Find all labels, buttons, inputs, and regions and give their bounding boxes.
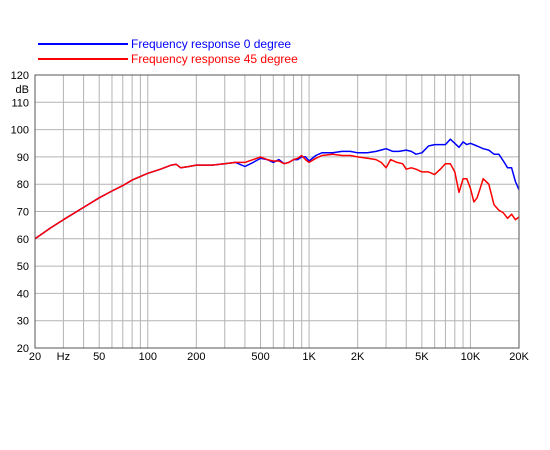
x-tick-labels: 20 Hz 50 100 200 500 1K 2K 5K 10K 20K: [29, 351, 530, 363]
x-tick-label: 2K: [351, 351, 365, 363]
plot-frame: [34, 74, 520, 349]
x-tick-label: 200: [187, 351, 205, 363]
y-axis-label-group: dB: [16, 84, 29, 96]
x-tick-label: 1K: [302, 351, 316, 363]
y-tick-label: 100: [11, 125, 29, 137]
x-tick-label: 500: [251, 351, 269, 363]
y-tick-label: 80: [17, 179, 29, 191]
y-tick-label: 20: [17, 343, 29, 355]
x-tick-label: 20K: [509, 351, 529, 363]
y-tick-label: 110: [11, 97, 29, 109]
x-tick-label: 100: [139, 351, 157, 363]
y-tick-label: 30: [17, 316, 29, 328]
y-tick-label: 120: [11, 70, 29, 82]
grid: [35, 75, 519, 348]
y-tick-labels: 20 30 40 50 60 70 80 90 100 110 120: [11, 70, 29, 355]
y-tick-label: 90: [17, 152, 29, 164]
x-tick-label: Hz: [57, 351, 70, 363]
y-tick-label: 60: [17, 234, 29, 246]
series-line-45-degree: [34, 153, 520, 240]
legend-label-0-degree: Frequency response 0 degree: [131, 37, 291, 51]
series-line-0-degree: [34, 138, 520, 240]
x-tick-label: 50: [93, 351, 105, 363]
legend-label-45-degree: Frequency response 45 degree: [131, 52, 298, 66]
x-tick-label: 5K: [415, 351, 429, 363]
y-axis-unit-label: dB: [16, 84, 29, 96]
x-tick-label: 10K: [461, 351, 481, 363]
series-lines: [34, 138, 520, 240]
y-tick-label: 70: [17, 207, 29, 219]
x-tick-label: 20: [29, 351, 41, 363]
y-tick-label: 40: [17, 288, 29, 300]
y-tick-label: 50: [17, 261, 29, 273]
